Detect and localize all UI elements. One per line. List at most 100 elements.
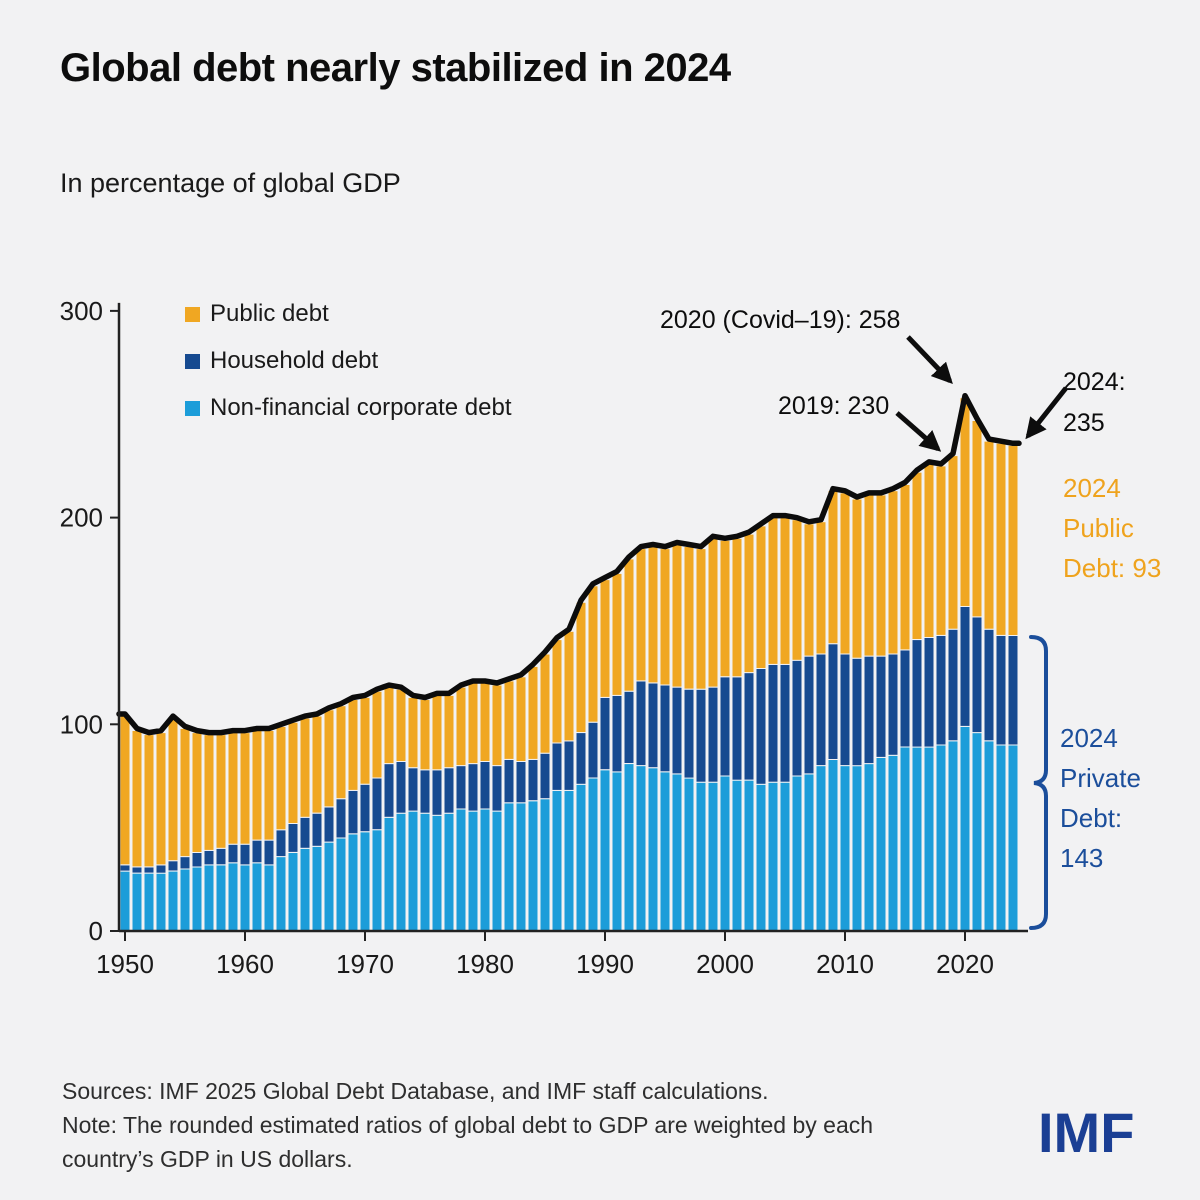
bar-segment [743,533,755,674]
chart-subtitle: In percentage of global GDP [60,168,401,198]
y-tick-label: 300 [60,296,103,326]
bar-segment [647,546,659,684]
bar-segment [563,789,575,932]
annotation-2024: 2024: 235 [1063,368,1126,437]
bar-segment [587,585,599,723]
bar-segment [731,537,743,678]
bar-segment [275,856,287,932]
public-debt-swatch [185,306,200,322]
bar-segment [455,808,467,932]
bar-segment [347,789,359,835]
bar-segment [779,781,791,932]
bar-segment [779,517,791,665]
bar-segment [443,694,455,769]
bar-segment [551,789,563,932]
bar-segment [695,781,707,932]
covid-2020-arrow [906,335,953,385]
bar-segment [311,845,323,932]
bar-segment [695,688,707,783]
bar-segment [359,783,371,833]
bar-segment [971,732,983,932]
bar-segment [263,839,275,866]
bar-segment [167,870,179,932]
bar-segment [815,765,827,932]
bar-segment [791,659,803,777]
bar-segment [335,798,347,839]
bar-segment [539,653,551,754]
sources-line: Sources: IMF 2025 Global Debt Database, … [62,1078,769,1104]
bar-segment [179,868,191,932]
bar-segment [1007,744,1019,932]
bar-segment [899,746,911,932]
bar-segment [491,765,503,812]
bar-segment [191,732,203,853]
stacked-bars-group [119,397,1019,932]
bar-segment [311,715,323,814]
household-debt-swatch [185,353,200,369]
bar-segment [395,688,407,763]
bar-segment [743,779,755,932]
bar-segment [635,765,647,932]
bar-segment [767,663,779,783]
bar-segment [851,498,863,659]
x-tick-label: 2020 [936,949,994,979]
bar-segment [995,442,1007,636]
bar-segment [635,680,647,767]
bar-segment [359,696,371,785]
bar-segment [431,694,443,771]
bar-segment [887,490,899,655]
bar-segment [803,523,815,657]
bar-segment [683,546,695,690]
bar-segment [707,781,719,932]
bar-segment [287,852,299,932]
bar-segment [563,740,575,791]
bar-segment [383,816,395,932]
bar-segment [851,657,863,767]
bar-segment [839,653,851,767]
x-tick-label: 1950 [96,949,154,979]
bar-segment [683,777,695,932]
note-line: Note: The rounded estimated ratios of gl… [62,1112,874,1172]
bar-segment [419,769,431,814]
bar-segment [887,653,899,756]
bar-segment [143,734,155,868]
bar-segment [827,643,839,761]
bar-segment [407,696,419,769]
bar-segment [407,767,419,812]
bar-segment [323,709,335,808]
bar-segment [995,744,1007,932]
bar-segment [1007,634,1019,746]
bar-segment [299,717,311,818]
bar-segment [659,771,671,932]
bar-segment [287,823,299,853]
bar-segment [203,849,215,866]
label-2024-public-debt: 2024 Public Debt: 93 [1063,473,1162,583]
x-tick-label: 2010 [816,949,874,979]
legend-label: Non-financial corporate debt [210,394,512,421]
bar-segment [611,572,623,696]
bar-segment [575,601,587,733]
footer-notes: Sources: IMF 2025 Global Debt Database, … [62,1074,962,1176]
bar-segment [791,775,803,932]
bar-segment [491,810,503,932]
bar-segment [443,767,455,814]
bar-segment [515,802,527,932]
x-tick-label: 1970 [336,949,394,979]
bar-segment [191,866,203,932]
bar-segment [395,812,407,932]
legend-label: Public debt [210,300,329,327]
bar-segment [227,862,239,932]
bar-segment [719,539,731,678]
bar-segment [119,870,131,932]
bar-segment [299,847,311,932]
bar-segment [851,765,863,932]
total-debt-line [116,392,1022,736]
bar-segment [575,732,587,785]
bar-segment [539,752,551,800]
bar-segment [551,639,563,744]
bar-segment [827,490,839,645]
bar-segment [311,812,323,847]
bar-segment [503,758,515,804]
bar-segment [479,682,491,762]
bar-segment [683,688,695,779]
